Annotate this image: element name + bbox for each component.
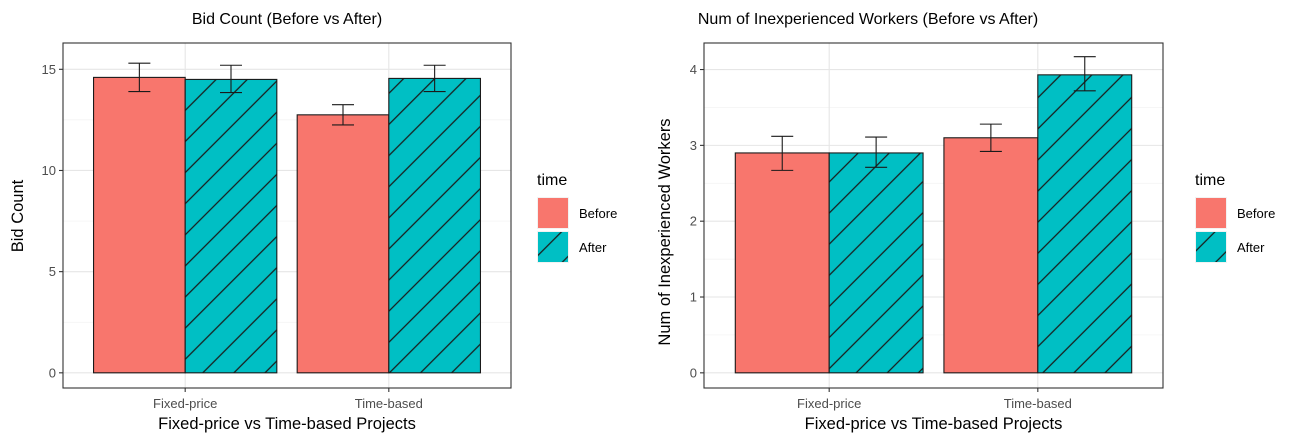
y-axis-label: Bid Count (9, 179, 27, 252)
y-tick-label: 0 (690, 365, 697, 380)
x-axis-label: Fixed-price vs Time-based Projects (805, 415, 1063, 433)
x-tick-label: Time-based (355, 396, 423, 411)
y-tick-label: 15 (42, 62, 56, 77)
error-bar-after-time-based (1073, 56, 1096, 92)
plot-border (703, 42, 1164, 389)
error-bar-before-fixed-price (771, 135, 794, 171)
bar-after-fixed-price (828, 152, 924, 374)
bar-before-time-based (943, 137, 1039, 374)
y-tick-label: 10 (42, 163, 56, 178)
legend-key-before (538, 198, 568, 228)
bar-before-fixed-price (734, 152, 830, 374)
bar-before-fixed-price (92, 76, 186, 374)
y-tick-label: 2 (690, 214, 697, 229)
y-axis-label: Num of Inexperienced Workers (656, 118, 674, 345)
x-tick-label: Time-based (1004, 396, 1072, 411)
legend-label-after: After (579, 240, 607, 255)
legend-label-before: Before (1237, 206, 1275, 221)
error-bar-after-fixed-price (220, 64, 242, 94)
bar-after-time-based (1037, 74, 1133, 374)
y-tick-label: 4 (690, 62, 697, 77)
legend-key-before (1196, 198, 1226, 228)
x-axis-label: Fixed-price vs Time-based Projects (158, 415, 416, 433)
error-bar-after-time-based (423, 64, 446, 93)
y-tick-label: 3 (690, 138, 697, 153)
chart-title: Bid Count (Before vs After) (192, 11, 382, 28)
legend-key-after (538, 232, 568, 262)
error-bar-after-fixed-price (865, 136, 888, 168)
legend-label-after: After (1237, 240, 1265, 255)
y-tick-label: 5 (49, 264, 56, 279)
legend-title: time (537, 172, 567, 189)
chart-title: Num of Inexperienced Workers (Before vs … (698, 11, 1038, 28)
x-tick-label: Fixed-price (153, 396, 217, 411)
chart-panel-1: 0 5 10 15 Fixed-price Time-based Bid Count (Be… (9, 11, 617, 433)
y-tick-label: 0 (49, 365, 56, 380)
plot-border (62, 42, 512, 389)
y-tick-label: 1 (690, 290, 697, 305)
legend-label-before: Before (579, 206, 617, 221)
bar-after-fixed-price (184, 78, 278, 374)
error-bar-before-time-based (979, 123, 1002, 152)
error-bar-before-time-based (332, 104, 354, 126)
legend: time Before After (537, 172, 617, 263)
bar-before-time-based (296, 114, 390, 374)
chart-panel-2: 0 1 2 3 4 Fixed-price Time-based Num of Inexper… (656, 11, 1275, 433)
x-tick-label: Fixed-price (797, 396, 861, 411)
error-bar-before-fixed-price (128, 62, 151, 93)
legend-key-after (1196, 232, 1226, 262)
legend: time Before After (1195, 172, 1275, 263)
legend-title: time (1195, 172, 1225, 189)
bar-after-time-based (388, 77, 482, 374)
